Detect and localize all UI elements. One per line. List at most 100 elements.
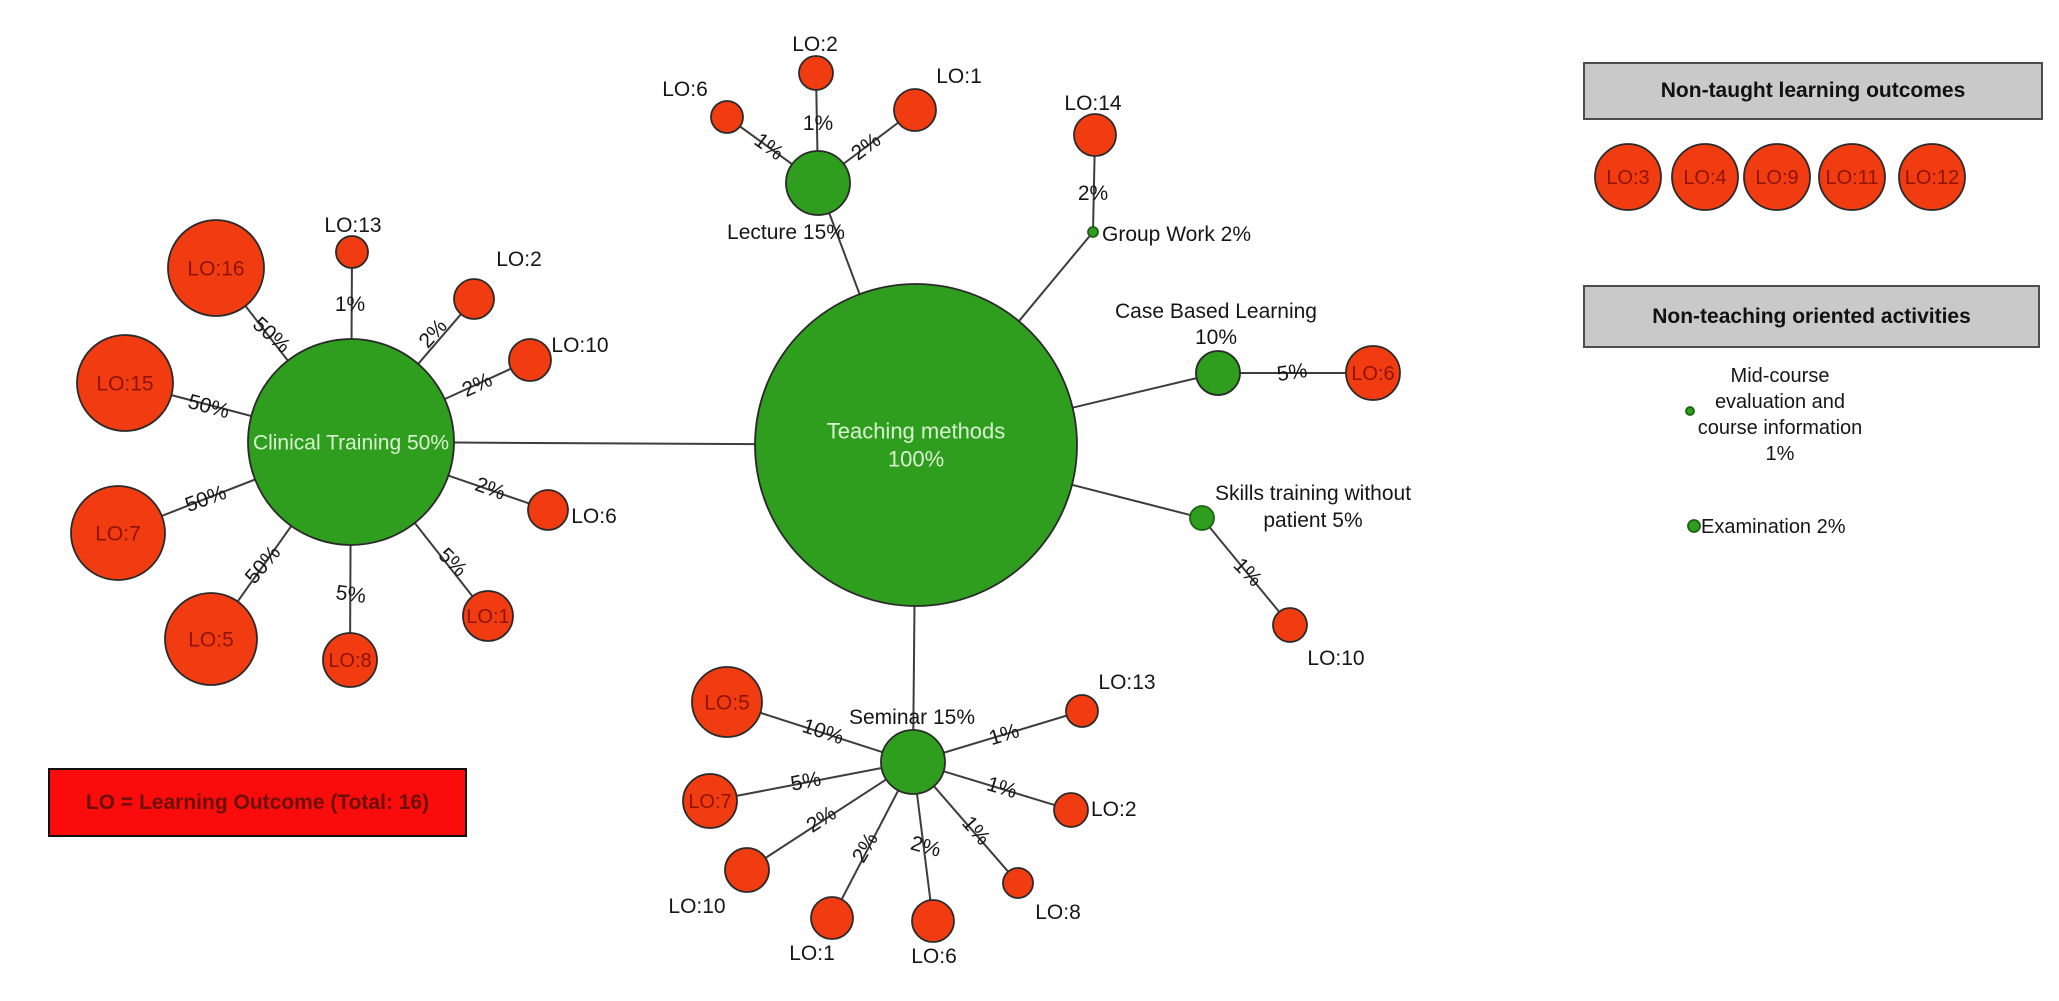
node-nt11-label: LO:11: [1826, 167, 1879, 189]
edge-seminar-sem6: [916, 793, 932, 901]
node-lo2c-circle: [453, 278, 495, 320]
node-lo1c-circle: [462, 590, 514, 642]
node-lo13c-label: LO:13: [324, 214, 381, 237]
edge-label-lecture-lec2: 1%: [803, 112, 833, 135]
node-lec2-circle: [798, 55, 834, 91]
edge-label-seminar-sem5: 10%: [799, 714, 846, 749]
node-midcourse-label: evaluation and: [1715, 391, 1845, 413]
node-sem2-label: LO:2: [1091, 798, 1137, 821]
node-nt9-circle: [1743, 143, 1811, 211]
edge-skills-sk10: [1208, 526, 1280, 613]
edge-clinical-lo1c: [413, 522, 474, 597]
edge-clinical-lo16: [244, 305, 289, 362]
node-lo8c-label: LO:8: [328, 650, 371, 672]
node-groupwork-label: Group Work 2%: [1102, 223, 1251, 246]
node-lo5c-circle: [164, 592, 258, 686]
node-sem6-circle: [911, 899, 955, 943]
node-lo10c-label: LO:10: [551, 334, 608, 357]
node-sem5-label: LO:5: [704, 691, 750, 714]
node-midcourse-circle: [1685, 406, 1695, 416]
node-lec2-label: LO:2: [792, 33, 838, 56]
node-cbl6-label: LO:6: [1351, 363, 1394, 385]
node-nt12-circle: [1898, 143, 1966, 211]
node-lec1-circle: [893, 88, 937, 132]
edge-teaching-clinical: [453, 441, 756, 446]
node-cbl-label: Case Based Learning: [1115, 300, 1317, 323]
node-lec1-label: LO:1: [936, 65, 982, 88]
node-lo15-label: LO:15: [96, 372, 153, 395]
node-clinical-circle: [247, 338, 455, 546]
edge-label-seminar-sem6: 2%: [908, 832, 943, 862]
node-skills-label: Skills training without: [1215, 482, 1411, 505]
edge-label-lecture-lec1: 2%: [847, 128, 885, 165]
node-lo10c-circle: [508, 338, 552, 382]
node-nt3-label: LO:3: [1606, 167, 1649, 189]
node-lo16-label: LO:16: [187, 257, 244, 280]
node-lec6-label: LO:6: [662, 78, 708, 101]
edge-label-seminar-sem10: 2%: [802, 802, 840, 838]
edge-label-clinical-lo1c: 5%: [434, 544, 472, 582]
node-lo1c-label: LO:1: [466, 606, 509, 628]
edge-lecture-lec6: [739, 125, 793, 166]
node-cbl-circle: [1195, 350, 1241, 396]
node-sem8-label: LO:8: [1035, 901, 1081, 924]
node-sk10-circle: [1272, 607, 1308, 643]
node-seminar-label: Seminar 15%: [849, 706, 975, 729]
edge-label-seminar-sem2: 1%: [984, 772, 1020, 803]
edge-seminar-sem10: [764, 778, 887, 859]
edge-label-clinical-lo13c: 1%: [335, 293, 365, 316]
node-nt12-label: LO:12: [1905, 167, 1959, 189]
edge-lecture-lec2: [815, 89, 819, 152]
panel-header-non-teaching-oriented-activities: Non-teaching oriented activities: [1583, 285, 2040, 348]
edge-label-clinical-lo2c: 2%: [414, 315, 451, 353]
node-lo13c-circle: [335, 235, 369, 269]
node-nt11-circle: [1818, 143, 1886, 211]
node-seminar-circle: [880, 729, 946, 795]
node-lo6c-label: LO:6: [571, 505, 617, 528]
edge-teaching-groupwork: [1018, 235, 1091, 322]
node-sem10-circle: [724, 847, 770, 893]
edge-label-clinical-lo10c: 2%: [459, 368, 496, 402]
node-sem10-label: LO:10: [668, 895, 725, 918]
legend-box: LO = Learning Outcome (Total: 16): [48, 768, 467, 837]
node-sem13-circle: [1065, 694, 1099, 728]
node-lo8c-circle: [322, 632, 378, 688]
node-teaching-circle: [754, 283, 1078, 607]
node-sem6-label: LO:6: [911, 945, 957, 968]
edge-teaching-lecture: [828, 212, 861, 295]
node-sem5-circle: [691, 666, 763, 738]
node-groupwork-circle: [1087, 226, 1099, 238]
node-midcourse-label: Mid-course: [1731, 365, 1830, 387]
node-lo16-circle: [167, 219, 265, 317]
node-skills-circle: [1189, 505, 1215, 531]
edge-label-clinical-lo15: 50%: [185, 390, 232, 423]
edge-lecture-lec1: [842, 121, 899, 165]
node-nt4-label: LO:4: [1683, 167, 1726, 189]
edge-seminar-sem5: [760, 711, 883, 754]
node-exam-label: Examination 2%: [1701, 516, 1846, 538]
node-teaching-label: 100%: [888, 447, 944, 472]
node-sem8-circle: [1002, 867, 1034, 899]
edge-seminar-sem1: [840, 789, 900, 900]
edge-label-seminar-sem7: 5%: [789, 767, 823, 795]
node-lo7c-label: LO:7: [95, 522, 141, 545]
node-sem13-label: LO:13: [1098, 671, 1155, 694]
node-midcourse-label: course information: [1698, 417, 1863, 439]
edge-teaching-skills: [1071, 483, 1191, 517]
edge-label-clinical-lo6c: 2%: [472, 473, 508, 505]
node-lec6-circle: [710, 100, 744, 134]
edge-label-clinical-lo8c: 5%: [334, 581, 367, 608]
edge-clinical-lo15: [171, 394, 252, 417]
edge-label-lecture-lec6: 1%: [750, 129, 788, 165]
node-nt9-label: LO:9: [1755, 167, 1798, 189]
node-sem7-circle: [682, 773, 738, 829]
edge-label-skills-sk10: 1%: [1229, 554, 1267, 592]
edge-teaching-cbl: [1072, 377, 1197, 409]
edge-groupwork-lo14: [1092, 155, 1096, 228]
panel-header-non-taught-learning-outcomes: Non-taught learning outcomes: [1583, 62, 2043, 120]
edge-label-seminar-sem1: 2%: [848, 829, 883, 867]
node-lo6c-circle: [527, 489, 569, 531]
edge-clinical-lo6c: [448, 474, 530, 505]
node-sem1-label: LO:1: [789, 942, 835, 965]
